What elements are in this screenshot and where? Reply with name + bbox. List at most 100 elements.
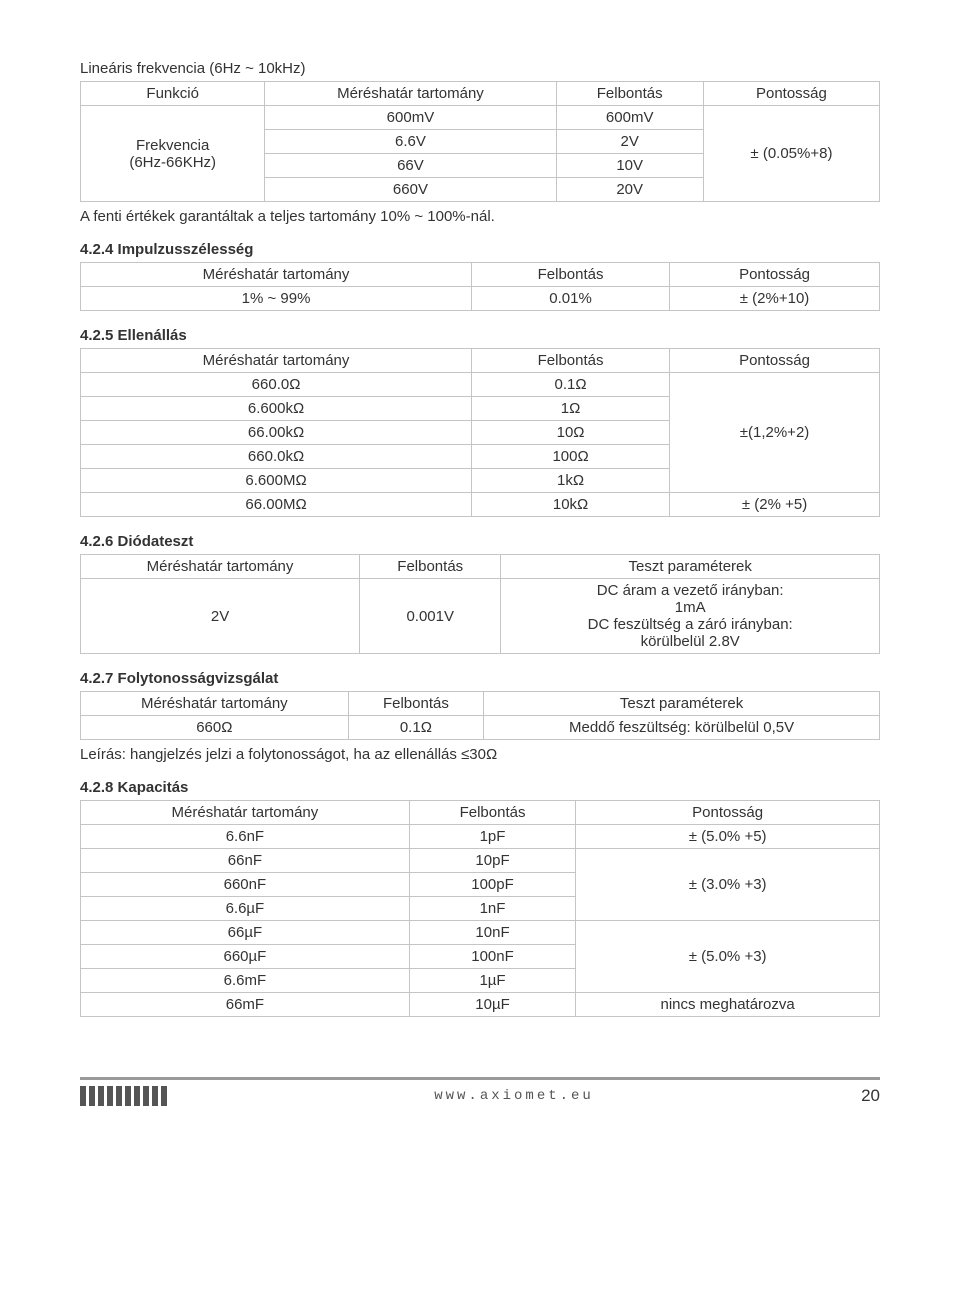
cell-param: Meddő feszültség: körülbelül 0,5V (484, 716, 880, 740)
cell-range: 660V (265, 178, 556, 202)
param-l1: DC áram a vezető irányban: (597, 582, 784, 599)
table-header-row: Méréshatár tartomány Felbontás Pontosság (81, 801, 880, 825)
param-l2: 1mA (675, 599, 706, 616)
func-label-1: Frekvencia (136, 137, 209, 154)
header-pontossag: Pontosság (670, 263, 880, 287)
cell-res: 1Ω (472, 397, 670, 421)
section-426-table: Méréshatár tartomány Felbontás Teszt par… (80, 554, 880, 654)
cell-range: 6.6mF (81, 969, 410, 993)
header-funkcio: Funkció (81, 82, 265, 106)
table-row: Frekvencia (6Hz-66KHz) 600mV 600mV ± (0.… (81, 106, 880, 130)
cell-acc: ±(1,2%+2) (670, 373, 880, 493)
cell-range: 66µF (81, 921, 410, 945)
header-felbontas: Felbontás (556, 82, 703, 106)
section-425-title: 4.2.5 Ellenállás (80, 327, 880, 344)
cell-res: 10nF (409, 921, 575, 945)
func-cell: Frekvencia (6Hz-66KHz) (81, 106, 265, 202)
cell-range: 66V (265, 154, 556, 178)
table-header-row: Méréshatár tartomány Felbontás Pontosság (81, 349, 880, 373)
header-tartomany: Méréshatár tartomány (81, 555, 360, 579)
frequency-table: Funkció Méréshatár tartomány Felbontás P… (80, 81, 880, 202)
cell-range: 66.00MΩ (81, 493, 472, 517)
cell-range: 660.0kΩ (81, 445, 472, 469)
section-428-title: 4.2.8 Kapacitás (80, 779, 880, 796)
cell-range: 2V (81, 579, 360, 654)
cell-acc: ± (2%+10) (670, 287, 880, 311)
table-row: 66µF 10nF ± (5.0% +3) (81, 921, 880, 945)
cell-res: 0.1Ω (348, 716, 483, 740)
footer-url: www.axiomet.eu (434, 1088, 594, 1104)
cell-range: 66mF (81, 993, 410, 1017)
header-tartomany: Méréshatár tartomány (81, 692, 349, 716)
cell-param: DC áram a vezető irányban: 1mA DC feszül… (501, 579, 880, 654)
header-teszt-param: Teszt paraméterek (501, 555, 880, 579)
cell-acc: ± (2% +5) (670, 493, 880, 517)
cell-res: 100pF (409, 873, 575, 897)
cell-range: 6.6V (265, 130, 556, 154)
header-tartomany: Méréshatár tartomány (81, 349, 472, 373)
cell-range: 66nF (81, 849, 410, 873)
cell-range: 6.6µF (81, 897, 410, 921)
cell-res: 10Ω (472, 421, 670, 445)
cell-range: 1% ~ 99% (81, 287, 472, 311)
table-row: 6.6nF 1pF ± (5.0% +5) (81, 825, 880, 849)
cell-acc: ± (3.0% +3) (576, 849, 880, 921)
cell-acc: ± (5.0% +5) (576, 825, 880, 849)
cell-range: 600mV (265, 106, 556, 130)
table-header-row: Méréshatár tartomány Felbontás Teszt par… (81, 692, 880, 716)
cell-res: 1pF (409, 825, 575, 849)
header-pontossag: Pontosság (576, 801, 880, 825)
section-424-title: 4.2.4 Impulzusszélesség (80, 241, 880, 258)
cell-res: 0.1Ω (472, 373, 670, 397)
cell-res: 10pF (409, 849, 575, 873)
table-row: 66nF 10pF ± (3.0% +3) (81, 849, 880, 873)
table-row: 660Ω 0.1Ω Meddő feszültség: körülbelül 0… (81, 716, 880, 740)
cell-res: 10kΩ (472, 493, 670, 517)
cell-res: 1kΩ (472, 469, 670, 493)
header-tartomany: Méréshatár tartomány (81, 263, 472, 287)
table-header-row: Méréshatár tartomány Felbontás Pontosság (81, 263, 880, 287)
cell-range: 6.600MΩ (81, 469, 472, 493)
footer-page-number: 20 (861, 1086, 880, 1106)
intro-line: Lineáris frekvencia (6Hz ~ 10kHz) (80, 60, 880, 77)
note-line: A fenti értékek garantáltak a teljes tar… (80, 208, 880, 225)
cell-res: 2V (556, 130, 703, 154)
header-felbontas: Felbontás (348, 692, 483, 716)
header-teszt-param: Teszt paraméterek (484, 692, 880, 716)
table-row: 660.0Ω 0.1Ω ±(1,2%+2) (81, 373, 880, 397)
cell-range: 660Ω (81, 716, 349, 740)
param-l4: körülbelül 2.8V (641, 633, 740, 650)
cell-range: 66.00kΩ (81, 421, 472, 445)
func-label-2: (6Hz-66KHz) (129, 154, 216, 171)
cell-range: 6.600kΩ (81, 397, 472, 421)
cell-res: 20V (556, 178, 703, 202)
table-header-row: Méréshatár tartomány Felbontás Teszt par… (81, 555, 880, 579)
cell-res: 0.01% (472, 287, 670, 311)
section-425-table: Méréshatár tartomány Felbontás Pontosság… (80, 348, 880, 517)
section-427-table: Méréshatár tartomány Felbontás Teszt par… (80, 691, 880, 740)
cell-acc: ± (5.0% +3) (576, 921, 880, 993)
cell-res: 1nF (409, 897, 575, 921)
header-pontossag: Pontosság (670, 349, 880, 373)
header-tartomany: Méréshatár tartomány (265, 82, 556, 106)
cell-acc: nincs meghatározva (576, 993, 880, 1017)
header-felbontas: Felbontás (360, 555, 501, 579)
table-row: 66.00MΩ 10kΩ ± (2% +5) (81, 493, 880, 517)
cell-res: 100nF (409, 945, 575, 969)
section-424-table: Méréshatár tartomány Felbontás Pontosság… (80, 262, 880, 311)
section-427-title: 4.2.7 Folytonosságvizsgálat (80, 670, 880, 687)
cell-res: 100Ω (472, 445, 670, 469)
table-row: 66mF 10µF nincs meghatározva (81, 993, 880, 1017)
section-427-desc: Leírás: hangjelzés jelzi a folytonosságo… (80, 746, 880, 763)
cell-acc: ± (0.05%+8) (703, 106, 879, 202)
header-felbontas: Felbontás (472, 263, 670, 287)
cell-res: 600mV (556, 106, 703, 130)
table-row: 2V 0.001V DC áram a vezető irányban: 1mA… (81, 579, 880, 654)
cell-range: 660nF (81, 873, 410, 897)
header-pontossag: Pontosság (703, 82, 879, 106)
section-428-table: Méréshatár tartomány Felbontás Pontosság… (80, 800, 880, 1017)
header-felbontas: Felbontás (409, 801, 575, 825)
table-row: 1% ~ 99% 0.01% ± (2%+10) (81, 287, 880, 311)
table-header-row: Funkció Méréshatár tartomány Felbontás P… (81, 82, 880, 106)
page-footer: www.axiomet.eu 20 (80, 1077, 880, 1106)
